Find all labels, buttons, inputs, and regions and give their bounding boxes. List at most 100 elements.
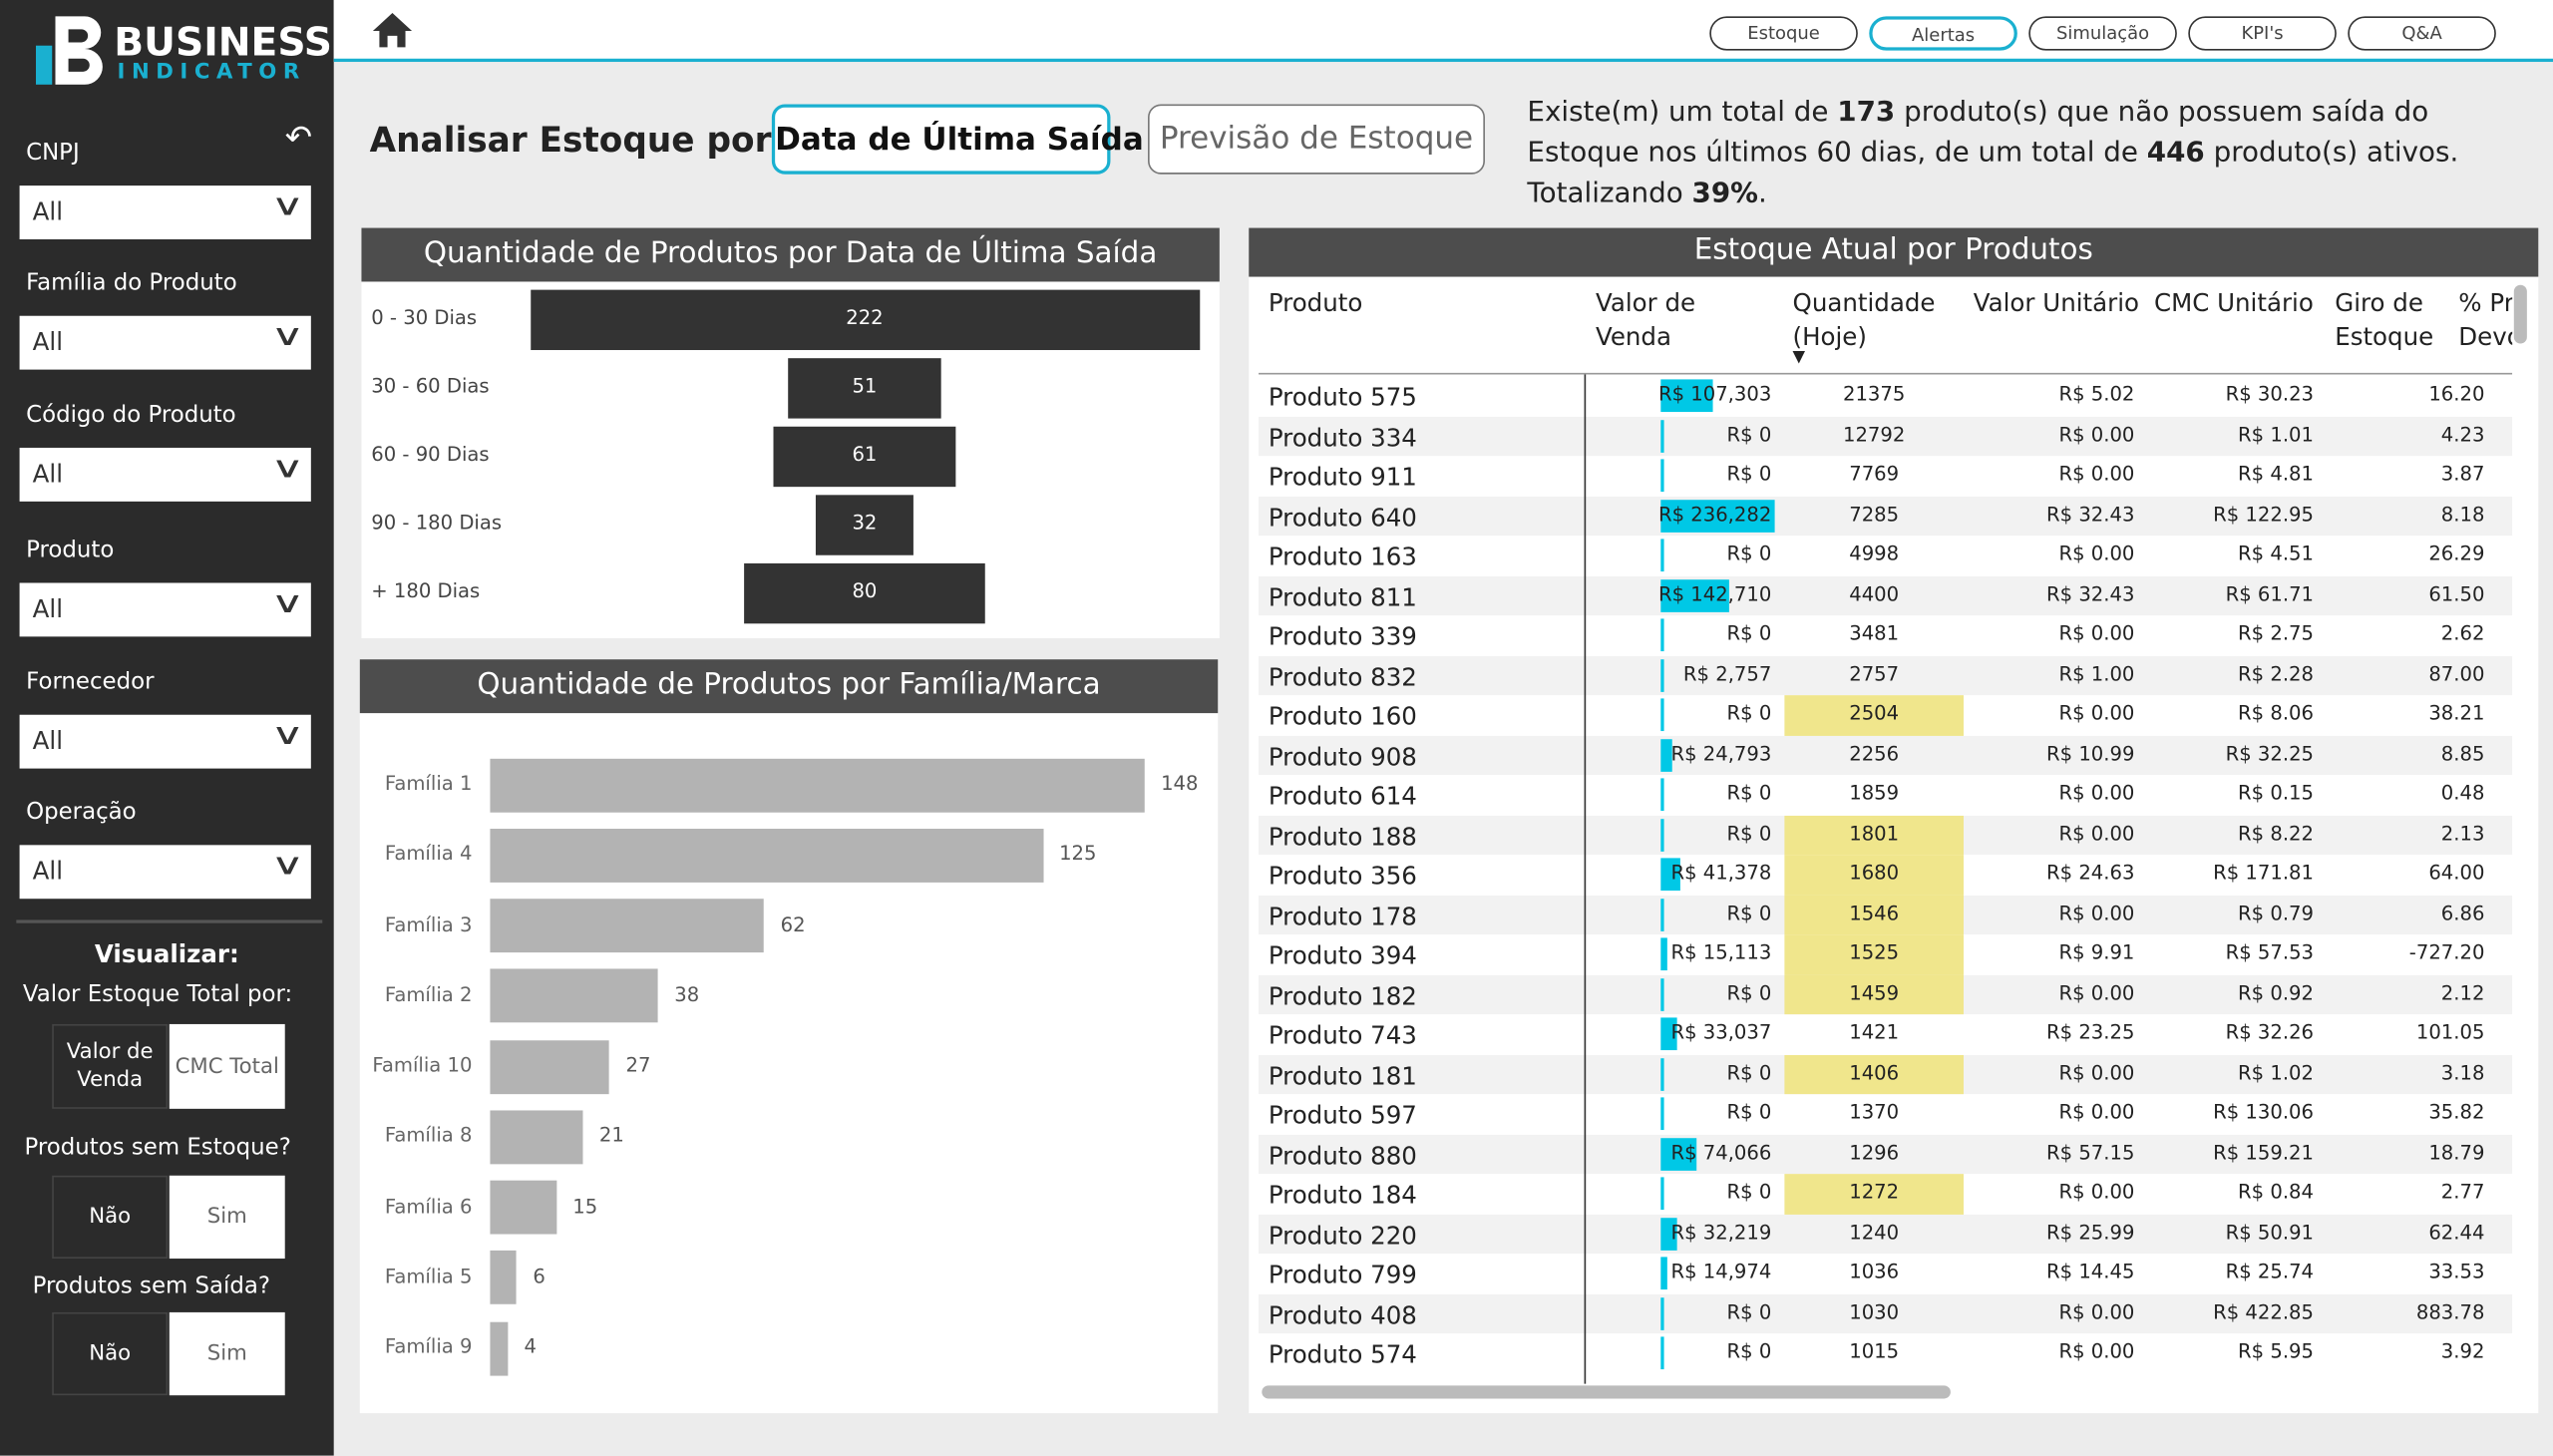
filter-dropdown[interactable]: All ∨ xyxy=(19,185,311,239)
cmc-cell: R$ 61.71 xyxy=(2225,581,2314,605)
giro-cell: 4.23 xyxy=(2440,422,2485,446)
funnel-bar xyxy=(530,288,1200,350)
cmc-cell: R$ 422.85 xyxy=(2213,1299,2314,1323)
filter-label: CNPJ xyxy=(26,140,80,167)
family-value: 4 xyxy=(524,1334,537,1358)
product-cell: Produto 799 xyxy=(1268,1260,1417,1290)
cmc-cell: R$ 57.53 xyxy=(2225,940,2314,964)
vertical-scrollbar[interactable] xyxy=(2513,284,2527,344)
qty-highlight xyxy=(1784,1054,1964,1095)
product-cell: Produto 160 xyxy=(1268,701,1417,732)
cmc-cell: R$ 2.28 xyxy=(2238,661,2314,685)
data-bar xyxy=(1660,1017,1677,1051)
unit-cell: R$ 0.00 xyxy=(2058,1339,2135,1363)
toggle-option[interactable]: Não xyxy=(52,1175,169,1260)
dropdown-arrow: ∨ xyxy=(269,188,305,223)
toggle-option[interactable]: Sim xyxy=(169,1175,285,1260)
sales-cell: R$ 0 xyxy=(1726,621,1772,645)
qty-highlight xyxy=(1784,695,1964,736)
family-value: 21 xyxy=(598,1123,624,1147)
column-divider xyxy=(1584,374,1587,1384)
toggle-option[interactable]: CMC Total xyxy=(169,1023,285,1109)
summary-part: . xyxy=(1758,177,1767,210)
unit-cell: R$ 24.63 xyxy=(2046,861,2135,885)
column-header[interactable]: % Pr Devo xyxy=(2458,287,2513,352)
toggle-label: Produtos sem Saída? xyxy=(32,1273,271,1299)
filter-dropdown[interactable]: All ∨ xyxy=(19,714,311,769)
row-band xyxy=(1259,496,2513,537)
qty-cell: 1859 xyxy=(1849,781,1900,805)
column-header[interactable]: Valor Unitário xyxy=(1973,287,2139,318)
family-value: 15 xyxy=(572,1194,598,1218)
product-cell: Produto 220 xyxy=(1268,1220,1417,1251)
giro-cell: 38.21 xyxy=(2428,701,2485,725)
column-header[interactable]: CMC Unitário xyxy=(2153,287,2314,318)
filter-label: Fornecedor xyxy=(26,669,155,696)
filter-dropdown[interactable]: All ∨ xyxy=(19,582,311,637)
nav-tab[interactable]: Alertas xyxy=(1869,16,2017,51)
unit-cell: R$ 0.00 xyxy=(2058,701,2135,725)
qty-highlight xyxy=(1784,895,1964,935)
data-bar xyxy=(1660,977,1663,1011)
nav-tab[interactable]: Simulação xyxy=(2028,16,2177,51)
funnel-label: 30 - 60 Dias xyxy=(371,374,490,398)
toggle-option[interactable]: Não xyxy=(52,1311,169,1396)
family-value: 148 xyxy=(1161,771,1199,795)
qty-cell: 4400 xyxy=(1849,581,1900,605)
header-rule xyxy=(1259,372,2513,375)
funnel-value: 61 xyxy=(852,443,878,466)
family-bar xyxy=(490,757,1145,812)
funnel-bar xyxy=(787,357,941,418)
top-bar xyxy=(333,0,2553,63)
sales-cell: R$ 74,066 xyxy=(1670,1140,1772,1164)
horizontal-scrollbar[interactable] xyxy=(1262,1385,1951,1399)
toggle-option[interactable]: Sim xyxy=(169,1311,285,1396)
column-header[interactable]: Quantidade (Hoje) xyxy=(1792,287,1936,352)
unit-cell: R$ 0.00 xyxy=(2058,1100,2135,1124)
giro-cell: 26.29 xyxy=(2428,542,2485,565)
family-bar xyxy=(490,1180,556,1235)
nav-tab[interactable]: Q&A xyxy=(2348,16,2496,51)
cmc-cell: R$ 0.92 xyxy=(2238,980,2314,1004)
column-header[interactable]: Produto xyxy=(1268,287,1363,318)
nav-tab[interactable]: KPI's xyxy=(2188,16,2337,51)
data-bar xyxy=(1660,1336,1663,1370)
filter-dropdown[interactable]: All ∨ xyxy=(19,315,311,370)
row-band xyxy=(1259,416,2513,457)
unit-cell: R$ 0.00 xyxy=(2058,621,2135,645)
qty-cell: 1680 xyxy=(1849,861,1900,885)
toggle-label: Produtos sem Estoque? xyxy=(24,1134,291,1162)
funnel-value: 51 xyxy=(852,374,878,398)
qty-cell: 12792 xyxy=(1843,422,1906,446)
panel-title: Estoque Atual por Produtos xyxy=(1249,227,2539,277)
product-cell: Produto 182 xyxy=(1268,980,1417,1011)
analysis-button[interactable]: Data de Última Saída xyxy=(771,104,1144,175)
sales-cell: R$ 41,378 xyxy=(1670,861,1772,885)
analysis-button[interactable]: Previsão de Estoque xyxy=(1148,104,1485,175)
column-header[interactable]: Valor de Venda xyxy=(1595,287,1696,352)
home-icon[interactable] xyxy=(371,10,413,56)
data-bar xyxy=(1660,858,1681,892)
sales-cell: R$ 24,793 xyxy=(1670,741,1772,765)
filter-label: Código do Produto xyxy=(26,402,236,429)
data-bar xyxy=(1660,459,1663,493)
table-body: Produto Valor de Venda Quantidade (Hoje) Va… xyxy=(1249,277,2513,1384)
product-cell: Produto 188 xyxy=(1268,821,1417,852)
qty-cell: 1370 xyxy=(1849,1100,1900,1124)
nav-tab[interactable]: Estoque xyxy=(1709,16,1858,51)
filter-dropdown[interactable]: All ∨ xyxy=(19,845,311,900)
column-header[interactable]: Giro de Estoque xyxy=(2335,287,2434,352)
toggle-option[interactable]: Valor de Venda xyxy=(52,1023,169,1109)
family-bar xyxy=(490,828,1043,883)
product-cell: Produto 911 xyxy=(1268,462,1417,493)
product-cell: Produto 184 xyxy=(1268,1180,1417,1211)
data-bar xyxy=(1660,618,1663,652)
sales-cell: R$ 0 xyxy=(1726,462,1772,486)
cmc-cell: R$ 159.21 xyxy=(2213,1140,2314,1164)
giro-cell: -727.20 xyxy=(2408,940,2485,964)
giro-cell: 2.12 xyxy=(2440,980,2485,1004)
filter-dropdown[interactable]: All ∨ xyxy=(19,447,311,502)
undo-icon[interactable]: ↶ xyxy=(284,117,313,157)
cmc-cell: R$ 1.01 xyxy=(2238,422,2314,446)
